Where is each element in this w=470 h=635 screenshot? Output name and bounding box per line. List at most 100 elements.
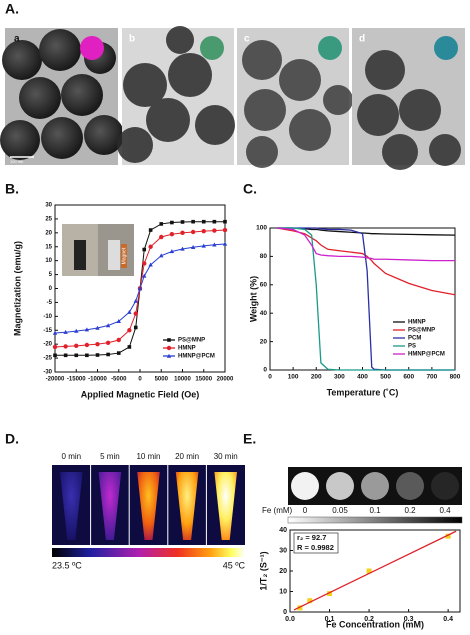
x-tick-label: -20000	[46, 377, 65, 383]
mri-sample	[396, 472, 424, 500]
series-line	[276, 227, 455, 371]
marker	[148, 228, 153, 232]
marker	[180, 220, 185, 224]
x-tick-label: 0.2	[364, 616, 374, 623]
marker	[137, 286, 143, 291]
mri-sample	[291, 472, 319, 500]
marker	[95, 341, 100, 347]
y-tick-label: 100	[256, 225, 267, 232]
panel-label: B.	[5, 181, 19, 197]
x-tick-label: 5000	[155, 377, 169, 383]
marker	[142, 273, 147, 278]
y-tick-label: 60	[260, 282, 268, 289]
series-line	[276, 227, 455, 371]
scale-max: 45 ºC	[223, 560, 246, 570]
marker	[159, 234, 164, 240]
marker	[212, 228, 217, 233]
x-tick-label: 600	[403, 374, 414, 381]
y-tick-label: 20	[260, 338, 268, 345]
image-label: d	[359, 34, 365, 45]
legend-label: PCM	[408, 336, 421, 342]
x-tick-label: 0	[268, 374, 272, 381]
x-tick-label: -5000	[111, 377, 127, 383]
y-tick-label: 40	[260, 310, 268, 317]
marker	[52, 344, 58, 350]
marker	[142, 247, 147, 252]
color-bar	[52, 548, 245, 557]
data-point	[327, 591, 333, 597]
marker	[95, 353, 100, 357]
panel-label: A.	[5, 1, 19, 17]
y-tick-label: 25	[45, 216, 52, 222]
x-tick-label: 300	[334, 374, 345, 381]
marker	[180, 230, 185, 236]
legend-label: HMNP@PCM	[178, 354, 215, 360]
panel-label: E.	[243, 431, 256, 447]
time-label: 0 min	[62, 452, 82, 461]
y-tick-label: 40	[279, 527, 287, 534]
marker	[166, 353, 172, 358]
y-tick-label: 15	[45, 244, 52, 250]
x-tick-label: 0.3	[404, 616, 414, 623]
marker	[159, 222, 164, 226]
y-tick-label: 10	[45, 258, 52, 264]
legend-label: HMNP	[408, 320, 426, 326]
marker	[95, 325, 100, 330]
mri-sample	[361, 472, 389, 500]
marker	[84, 327, 90, 332]
marker	[222, 227, 228, 233]
marker	[105, 323, 111, 328]
x-tick-label: 500	[380, 374, 391, 381]
marker	[127, 345, 132, 349]
y-axis-label: Weight (%)	[248, 276, 258, 322]
y-tick-label: 20	[279, 568, 287, 575]
marker	[53, 353, 57, 358]
panel-label: D.	[5, 431, 19, 447]
y-tick-label: -25	[43, 356, 52, 362]
y-tick-label: 80	[260, 253, 268, 260]
marker	[180, 246, 185, 251]
tube	[137, 472, 160, 540]
tube	[98, 472, 122, 540]
marker	[63, 344, 68, 349]
magnet	[121, 244, 127, 268]
x-tick-label: 400	[357, 374, 368, 381]
tem-images	[0, 26, 465, 170]
image-label: a	[14, 34, 20, 45]
time-label: 20 min	[175, 452, 199, 461]
particles	[242, 40, 353, 168]
marker	[85, 353, 89, 358]
concentration-label: 0.05	[332, 506, 348, 515]
data-point	[297, 605, 303, 611]
marker	[116, 319, 121, 324]
marker	[106, 352, 110, 357]
concentration-label: 0	[303, 506, 308, 515]
marker	[212, 242, 217, 247]
concentration-label: 0.2	[404, 506, 416, 515]
x-axis-label: Applied Magnetic Field (Oe)	[81, 389, 200, 399]
x-tick-label: 10000	[174, 377, 191, 383]
marker	[190, 229, 196, 235]
marker	[142, 261, 147, 266]
sphere-icon	[434, 36, 458, 60]
data-point	[445, 533, 451, 539]
marker	[169, 232, 175, 237]
annotation: r₂ = 92.7	[297, 533, 326, 542]
series-line	[276, 227, 456, 236]
tube	[175, 472, 199, 540]
series-line	[276, 227, 455, 262]
x-tick-label: 0	[138, 377, 142, 383]
y-axis-label: 1/T₂ (S⁻¹)	[258, 551, 268, 590]
marker	[191, 219, 195, 224]
x-tick-label: -15000	[67, 377, 86, 383]
legend-label: PS@MNP	[178, 338, 205, 344]
marker	[74, 328, 79, 333]
legend-label: PS@MNP	[408, 328, 435, 334]
data-point	[366, 568, 372, 574]
marker	[190, 245, 196, 250]
y-axis-label: Magnetization (emu/g)	[12, 241, 22, 336]
sphere-icon	[80, 36, 104, 60]
image-label: c	[244, 34, 250, 45]
x-tick-label: 0.0	[285, 616, 295, 623]
